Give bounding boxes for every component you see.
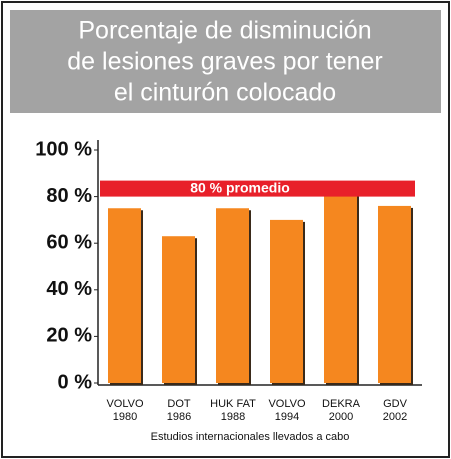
bar [324,194,357,383]
x-tick-label: 2002 [383,411,407,423]
x-tick-label: HUK FAT [210,398,256,410]
x-tick-label: DOT [167,398,191,410]
reference-label: 80 % promedio [190,179,290,195]
x-tick-label: 1988 [221,411,245,423]
x-tick-label: 2000 [329,411,353,423]
x-axis-label: Estudios internacionales llevados a cabo [151,431,350,443]
bar [270,219,303,383]
x-tick-label: 1994 [275,411,299,423]
y-tick-label: 60 % [46,231,92,253]
chart-title: Porcentaje de disminución [78,17,371,45]
y-tick-label: 80 % [46,185,92,207]
x-tick-label: 1986 [167,411,191,423]
y-tick-label: 40 % [46,278,92,300]
x-tick-label: 1980 [113,411,137,423]
bar [108,208,141,383]
title-box [10,10,441,113]
bar [162,236,195,383]
x-tick-label: GDV [383,398,408,410]
bar [216,208,249,383]
x-tick-label: DEKRA [322,398,361,410]
chart-title: de lesiones graves por tener [67,48,382,76]
y-tick-label: 20 % [46,325,92,347]
y-tick-label: 0 % [58,371,93,393]
bar [378,205,411,383]
x-tick-label: VOLVO [268,398,306,410]
y-tick-label: 100 % [35,138,92,160]
chart-title: el cinturón colocado [114,79,336,107]
x-tick-label: VOLVO [106,398,144,410]
reference-band [100,180,415,197]
